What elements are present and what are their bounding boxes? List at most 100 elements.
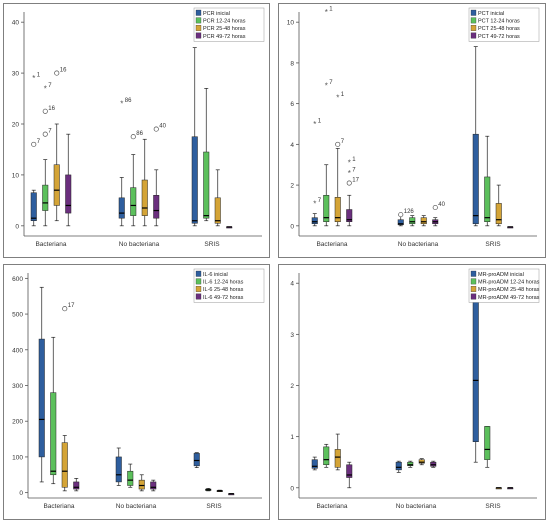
y-tick-label: 6 bbox=[290, 101, 294, 108]
boxplot-mark bbox=[193, 452, 200, 468]
legend-label: IL-6 12-24 horas bbox=[203, 280, 244, 286]
y-tick-label: 0 bbox=[15, 223, 19, 230]
y-tick-label: 3 bbox=[290, 332, 294, 339]
box-iqr bbox=[334, 197, 341, 222]
outlier-label: 7 bbox=[37, 139, 41, 145]
box-iqr bbox=[193, 453, 200, 467]
outlier-star: * bbox=[348, 159, 351, 168]
box-iqr bbox=[409, 217, 416, 225]
legend-label: PCT 25-48 horas bbox=[478, 26, 520, 32]
boxplot-mark bbox=[50, 336, 57, 485]
legend-label: PCT 12-24 horas bbox=[478, 19, 520, 25]
outlier-label: 16 bbox=[48, 106, 55, 112]
legend-label: PCT 49-72 horas bbox=[478, 34, 520, 40]
legend-label: PCR 25-48 horas bbox=[203, 26, 246, 32]
y-tick-label: 0 bbox=[290, 485, 294, 492]
boxplot-mark bbox=[216, 489, 223, 492]
legend-swatch bbox=[195, 9, 202, 16]
box-iqr bbox=[395, 461, 402, 471]
legend-label: MR-proADM 12-24 horas bbox=[478, 280, 540, 286]
box-iqr bbox=[311, 459, 318, 469]
legend-label: PCR 49-72 horas bbox=[203, 34, 246, 40]
outlier-circle bbox=[42, 131, 48, 137]
box-iqr bbox=[191, 136, 198, 224]
box-iqr bbox=[115, 456, 122, 483]
y-tick-label: 4 bbox=[290, 142, 294, 149]
legend-swatch bbox=[195, 25, 202, 31]
boxplot-mark bbox=[53, 123, 60, 222]
box-iqr bbox=[334, 449, 341, 468]
boxplot-mark bbox=[61, 435, 68, 492]
boxplot-mark bbox=[484, 135, 491, 227]
boxplot-mark bbox=[65, 133, 72, 227]
y-tick-label: 0 bbox=[290, 223, 294, 230]
legend-box bbox=[468, 7, 540, 42]
legend-swatch bbox=[195, 32, 202, 39]
legend-swatch bbox=[470, 278, 477, 285]
x-category-label: Bacteriana bbox=[35, 241, 66, 248]
box-iqr bbox=[472, 133, 479, 225]
outlier-circle bbox=[432, 204, 438, 211]
boxplot-mark bbox=[118, 177, 125, 227]
outlier-label: 7 bbox=[48, 129, 52, 135]
boxplot-mark bbox=[323, 443, 330, 468]
outlier-label: 1 bbox=[318, 119, 322, 125]
legend-box bbox=[468, 268, 540, 303]
legend-swatch bbox=[195, 17, 202, 24]
chart-panel-mrproadm: 0 1 2 3 4 Bacteriana No bacteriana SRIS MR-proAD… bbox=[278, 264, 546, 520]
x-category-label: No bacteriana bbox=[398, 241, 439, 248]
y-tick-label: 200 bbox=[12, 419, 23, 426]
boxplot-mark bbox=[346, 194, 353, 227]
box-iqr bbox=[138, 479, 145, 490]
legend-swatch bbox=[470, 270, 477, 277]
box-iqr bbox=[472, 282, 479, 442]
outlier-label: 1 bbox=[341, 92, 345, 98]
chart-panel-il6: 0 100 200 300 400 500 600 Bacteriana No bacteria… bbox=[3, 264, 270, 520]
box-iqr bbox=[127, 470, 134, 486]
boxplot-mark bbox=[334, 433, 341, 471]
box-iqr bbox=[141, 179, 148, 216]
box-iqr bbox=[150, 481, 157, 490]
y-tick-label: 40 bbox=[12, 20, 20, 27]
x-category-label: SRIS bbox=[204, 241, 220, 248]
boxplot-mark bbox=[420, 215, 427, 227]
x-category-label: No bacteriana bbox=[116, 503, 157, 510]
outlier-label: 7 bbox=[48, 83, 52, 89]
outlier-label: 17 bbox=[352, 178, 359, 184]
box-iqr bbox=[203, 151, 210, 219]
outlier-circle bbox=[398, 212, 404, 218]
y-tick-label: 500 bbox=[12, 312, 23, 319]
outlier-label: 1 bbox=[329, 7, 333, 13]
boxplot-mark bbox=[484, 426, 491, 468]
boxplot-mark bbox=[409, 215, 416, 227]
outlier-circle bbox=[346, 180, 352, 186]
outlier-circle bbox=[42, 108, 48, 114]
y-tick-label: 20 bbox=[12, 122, 20, 129]
outlier-label: 126 bbox=[404, 209, 415, 215]
box-iqr bbox=[42, 184, 49, 211]
box-iqr bbox=[495, 203, 502, 225]
outlier-label: 17 bbox=[68, 303, 75, 309]
outlier-star: * bbox=[348, 169, 351, 178]
boxplot-mark bbox=[495, 487, 502, 490]
box-iqr bbox=[407, 461, 414, 467]
legend-label: PCR inicial bbox=[203, 11, 230, 17]
x-category-label: Bacteriana bbox=[316, 503, 347, 510]
legend-label: MR-proADM 25-48 horas bbox=[478, 287, 540, 293]
outlier-label: 7 bbox=[329, 80, 333, 86]
box-iqr bbox=[397, 219, 404, 226]
outlier-label: 86 bbox=[136, 131, 143, 137]
box-iqr bbox=[73, 481, 80, 490]
box-iqr bbox=[323, 446, 330, 466]
legend-swatch bbox=[195, 286, 202, 292]
outlier-circle bbox=[153, 126, 159, 132]
box-iqr bbox=[118, 197, 125, 219]
boxplot-mark bbox=[323, 164, 330, 227]
boxplot-mark bbox=[311, 456, 318, 471]
boxplot-mark bbox=[228, 493, 235, 496]
boxplot-mark bbox=[38, 286, 45, 483]
